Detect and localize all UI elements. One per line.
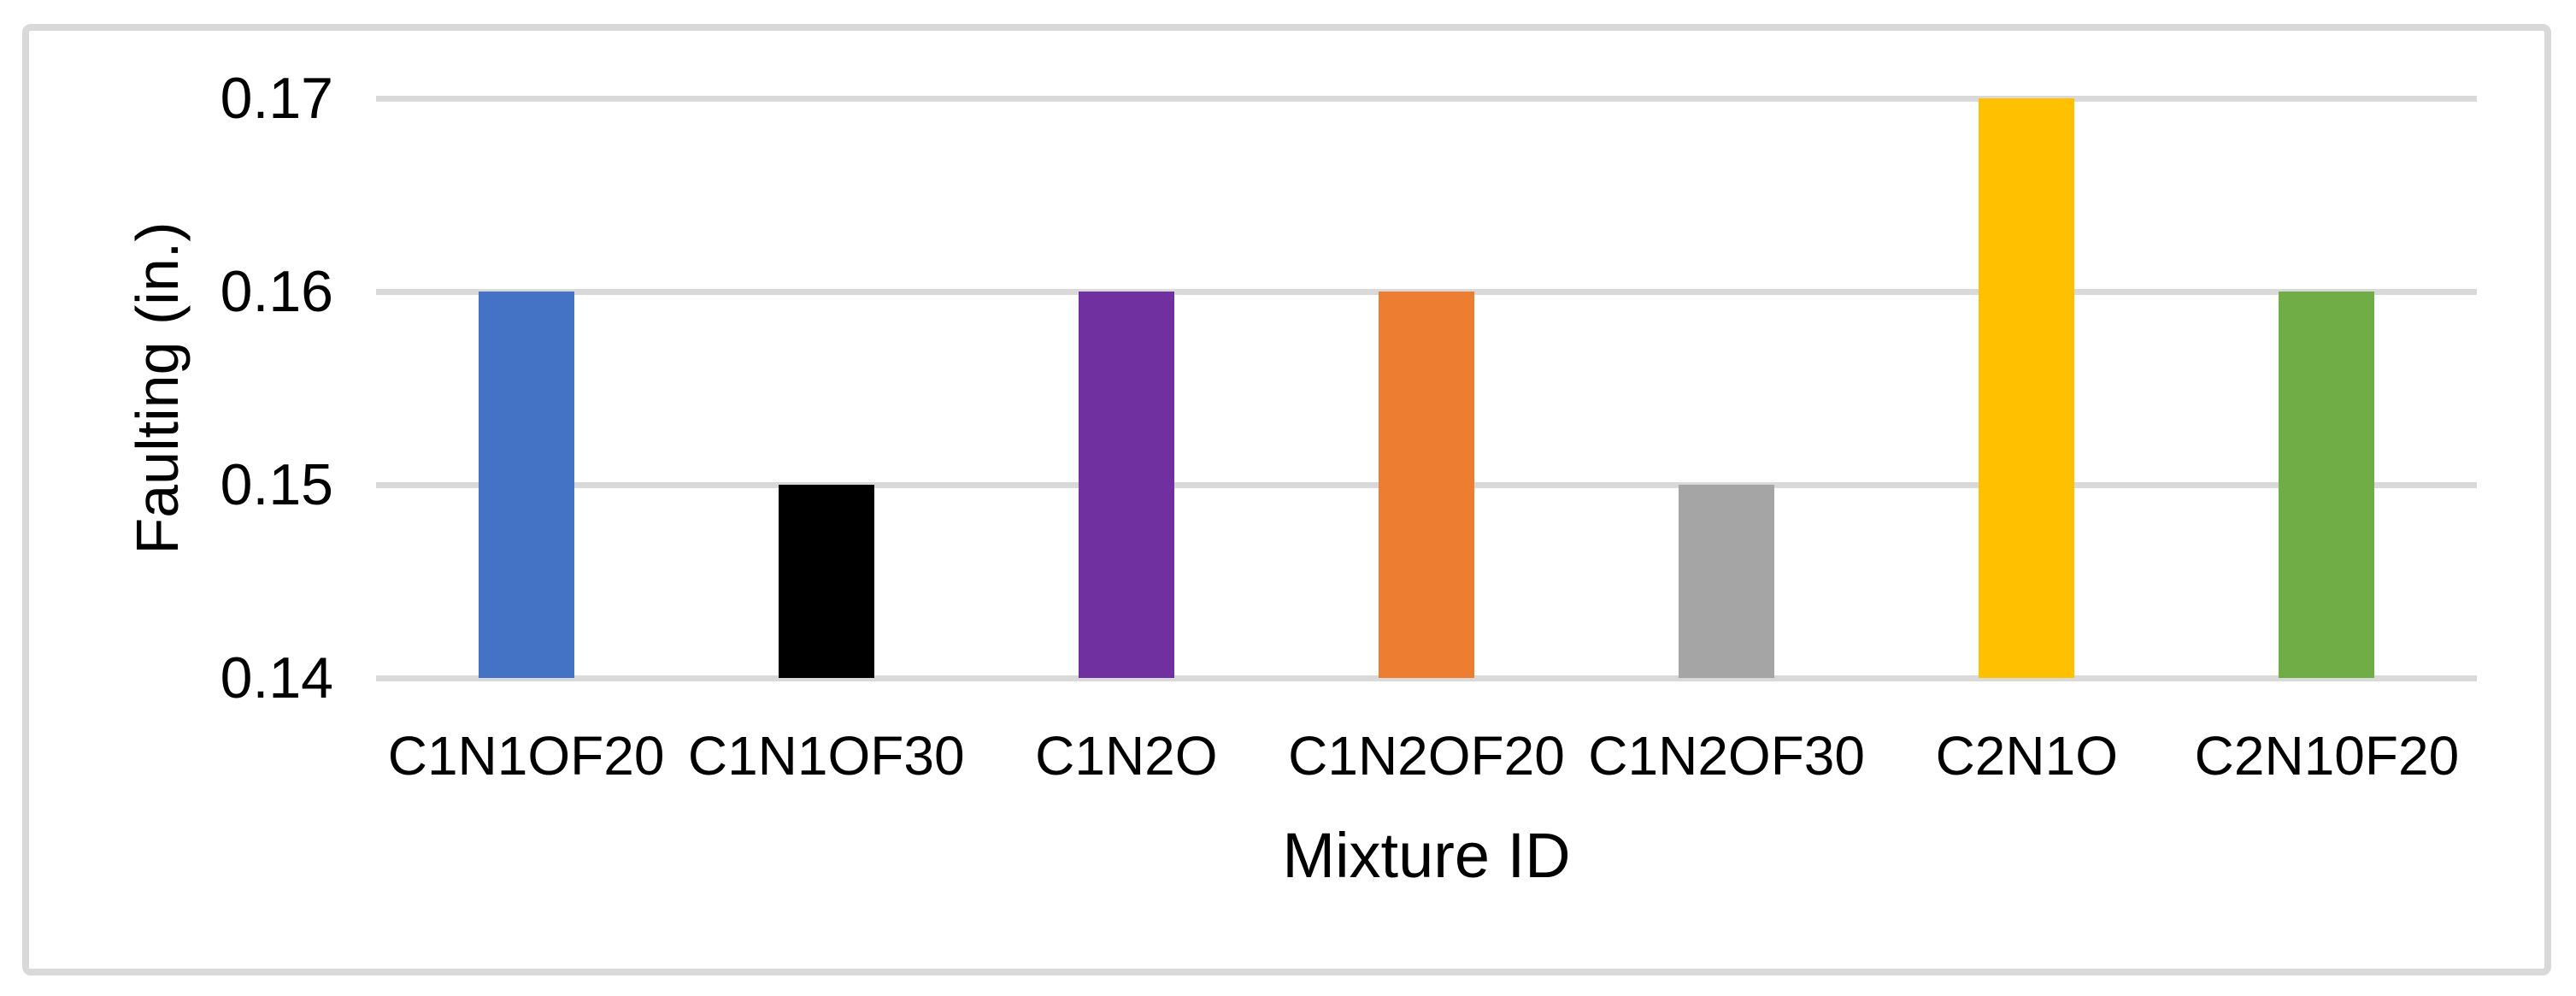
y-axis-title: Faulting (in.) — [124, 221, 191, 555]
x-category-label-C2N1O: C2N1O — [1935, 725, 2118, 787]
chart-frame: 0.14 0.15 0.16 0.17 C1N1OF20 C1N1OF30 C1N2O C1… — [22, 24, 2551, 975]
bar-C1N2OF20 — [1379, 292, 1474, 678]
bar-C1N1OF20 — [478, 292, 574, 678]
x-axis-title: Mixture ID — [1282, 820, 1571, 891]
gridline-0.17 — [376, 96, 2477, 102]
y-tick-label-0.15: 0.15 — [220, 452, 333, 517]
gridline-0.14 — [376, 675, 2477, 681]
plot-area — [376, 96, 2477, 681]
y-tick-label-0.16: 0.16 — [220, 259, 333, 324]
bar-C2N1O — [1979, 98, 2075, 678]
y-tick-label-0.17: 0.17 — [220, 66, 333, 131]
x-category-label-C1N1OF20: C1N1OF20 — [387, 725, 665, 787]
x-category-label-C1N2O: C1N2O — [1035, 725, 1218, 787]
bar-C2N10F20 — [2279, 292, 2375, 678]
bar-C1N2O — [1078, 292, 1174, 678]
x-category-label-C1N2OF20: C1N2OF20 — [1288, 725, 1565, 787]
x-category-label-C1N2OF30: C1N2OF30 — [1588, 725, 1865, 787]
x-category-label-C2N10F20: C2N10F20 — [2194, 725, 2460, 787]
bar-C1N2OF30 — [1679, 485, 1775, 678]
x-category-label-C1N1OF30: C1N1OF30 — [687, 725, 965, 787]
y-tick-label-0.14: 0.14 — [220, 645, 333, 710]
bar-C1N1OF30 — [778, 485, 874, 678]
